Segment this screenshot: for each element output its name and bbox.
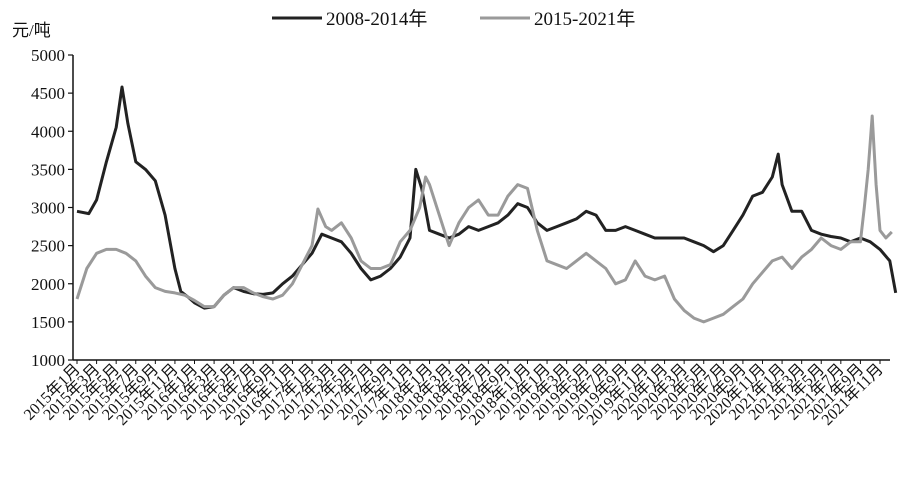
y-axis-ticks: 5000 4500 4000 3500 3000 2500 2000 1500 1000 xyxy=(31,46,73,370)
legend-label-series-1: 2008-2014年 xyxy=(326,8,427,30)
series-line-1 xyxy=(76,85,898,310)
y-tick-label: 4500 xyxy=(31,84,65,103)
legend-label-series-2: 2015-2021年 xyxy=(534,8,635,30)
y-tick-label: 4000 xyxy=(31,122,65,141)
y-tick-label: 2000 xyxy=(31,275,65,294)
y-tick-label: 3000 xyxy=(31,199,65,218)
y-tick-label: 1000 xyxy=(31,351,65,370)
y-tick-label: 2500 xyxy=(31,237,65,256)
series-lines xyxy=(75,85,898,324)
y-tick-label: 5000 xyxy=(31,46,65,65)
y-tick-label: 1500 xyxy=(31,313,65,332)
x-axis-ticks: 2015年1月2015年3月2015年5月2015年7月2015年9月2015年… xyxy=(20,360,887,429)
legend: 2008-2014年 2015-2021年 xyxy=(272,8,635,30)
series-line-2 xyxy=(75,114,893,324)
y-axis-unit-label: 元/吨 xyxy=(12,21,51,40)
y-tick-label: 3500 xyxy=(31,160,65,179)
